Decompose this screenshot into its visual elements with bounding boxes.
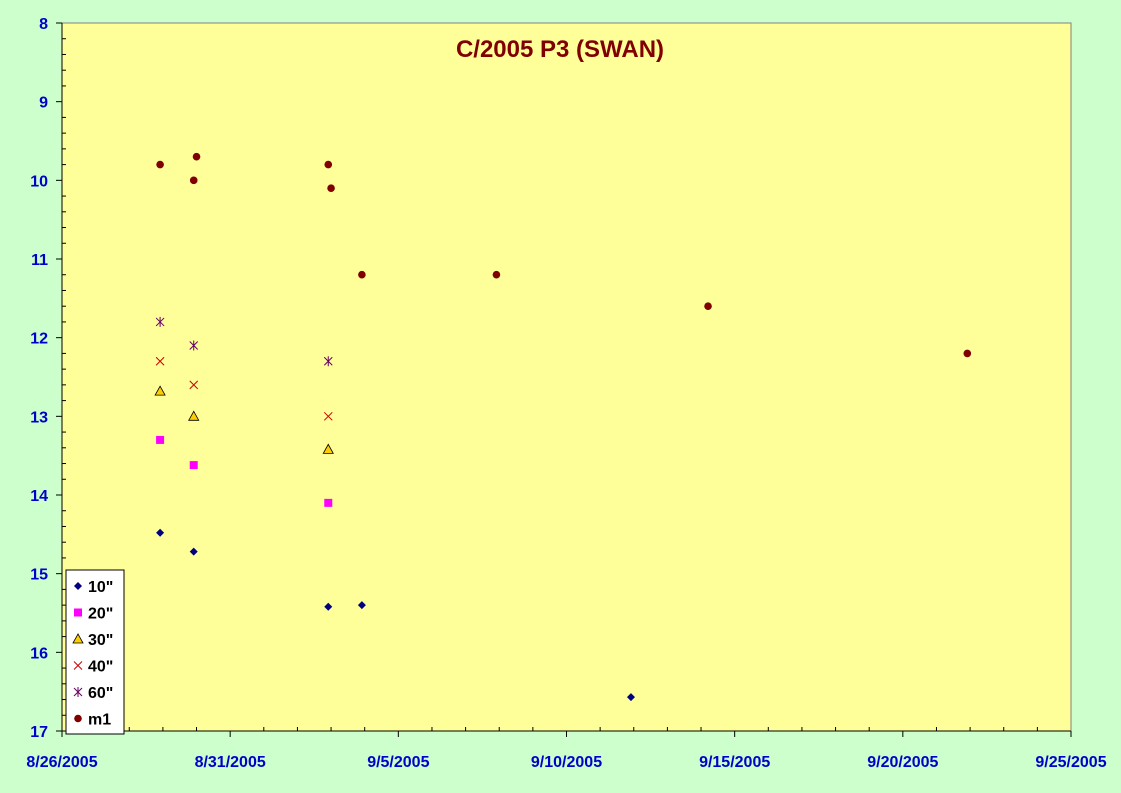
data-point-m1: [963, 349, 972, 358]
x-tick-label: 9/15/2005: [699, 754, 770, 771]
y-tick-labels: 8 9 10 11 12 13 14 15 16 17: [30, 16, 48, 741]
y-tick-label: 8: [39, 16, 48, 33]
data-point-m1: [192, 152, 201, 161]
y-tick-label: 11: [31, 252, 48, 269]
data-points: [154, 152, 972, 702]
axes: [56, 22, 1072, 737]
data-point-10: [189, 547, 198, 556]
data-point-30: [322, 443, 334, 454]
legend-marker-60: [73, 687, 83, 697]
legend-label-60: 60": [88, 685, 113, 702]
y-tick-label: 14: [30, 488, 48, 505]
x-tick-label: 9/20/2005: [867, 754, 938, 771]
data-point-m1: [324, 160, 333, 169]
data-point-40: [189, 380, 199, 390]
data-point-60: [323, 356, 333, 367]
y-tick-label: 17: [30, 724, 48, 741]
x-tick-label: 9/5/2005: [367, 754, 429, 771]
plot-area: [61, 22, 1072, 732]
data-point-20: [189, 461, 198, 470]
legend: 10" 20" 30" 40" 60" m1: [65, 569, 125, 735]
x-tick-label: 9/10/2005: [531, 754, 602, 771]
y-tick-label: 9: [39, 95, 48, 112]
chart-title: C/2005 P3 (SWAN): [456, 36, 664, 63]
legend-marker-40: [73, 661, 83, 670]
data-point-20: [156, 435, 165, 444]
x-tick-label: 8/26/2005: [26, 754, 97, 771]
data-point-40: [323, 411, 333, 421]
legend-marker-30: [72, 633, 84, 644]
y-tick-label: 16: [30, 645, 48, 662]
y-tick-label: 10: [30, 173, 48, 190]
y-tick-label: 12: [30, 331, 48, 348]
x-tick-label: 9/25/2005: [1035, 754, 1106, 771]
x-tick-label: 8/31/2005: [195, 754, 266, 771]
legend-label-40: 40": [88, 659, 113, 676]
data-point-m1: [327, 184, 335, 192]
legend-label-30: 30": [88, 632, 113, 649]
data-point-30: [188, 410, 200, 421]
y-tick-label: 15: [30, 567, 48, 584]
data-point-10: [626, 693, 635, 702]
data-point-m1: [704, 302, 712, 311]
legend-marker-20: [74, 608, 82, 617]
data-point-30: [154, 385, 166, 396]
data-point-10: [324, 602, 333, 611]
data-point-10: [357, 601, 366, 610]
legend-label-10: 10": [88, 579, 113, 596]
data-point-60: [189, 340, 199, 351]
data-point-60: [155, 316, 165, 327]
data-point-m1: [492, 270, 501, 279]
x-tick-labels: 8/26/2005 8/31/2005 9/5/2005 9/10/2005 9/15/…: [26, 754, 1106, 771]
data-point-40: [155, 356, 165, 366]
data-point-10: [156, 528, 165, 537]
legend-label-m1: m1: [88, 712, 111, 729]
data-point-m1: [189, 176, 198, 185]
legend-label-20: 20": [88, 606, 113, 623]
legend-marker-10: [74, 582, 82, 590]
legend-marker-m1: [74, 714, 82, 723]
legend-box: [65, 569, 125, 735]
y-tick-label: 13: [30, 409, 48, 426]
data-point-20: [324, 498, 333, 507]
data-point-m1: [358, 270, 366, 279]
data-point-m1: [156, 160, 164, 169]
